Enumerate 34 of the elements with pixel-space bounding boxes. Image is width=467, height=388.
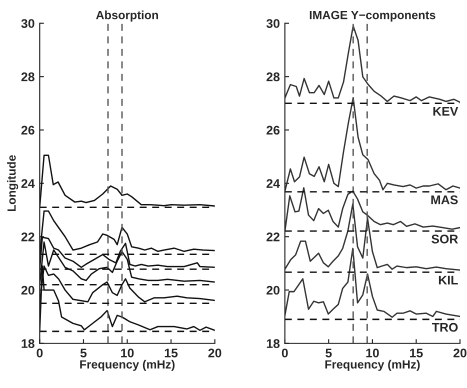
y-tick-label: 26 <box>21 126 34 135</box>
y-tick-label: 18 <box>22 339 34 348</box>
ref-line-label: KEV <box>433 106 458 116</box>
ref-line-label: KIL <box>438 276 458 284</box>
y-tick-label: 28 <box>21 72 34 82</box>
y-tick-label: 18 <box>266 339 280 348</box>
y-tick-label: 24 <box>266 179 280 188</box>
y-tick-label: 22 <box>21 232 34 242</box>
x-tick-label: 0 <box>36 348 43 358</box>
ref-line-label: TRO <box>432 322 458 332</box>
chart-title: IMAGE Y−components <box>310 10 436 22</box>
x-tick-label: 10 <box>121 348 134 358</box>
x-tick-label: 20 <box>453 348 466 358</box>
y-axis-title: Longitude <box>7 155 18 212</box>
y-tick-label: 30 <box>21 19 34 28</box>
x-tick-label: 5 <box>80 348 87 358</box>
x-tick-label: 5 <box>326 348 332 358</box>
y-tick-label: 22 <box>266 232 280 242</box>
y-tick-label: 26 <box>266 126 280 135</box>
y-tick-label: 24 <box>21 179 35 188</box>
x-tick-label: 20 <box>208 348 222 358</box>
x-axis-title: Frequency (mHz) <box>80 360 175 371</box>
chart-title: Absorption <box>96 10 158 22</box>
x-tick-label: 0 <box>282 348 288 358</box>
x-tick-label: 10 <box>366 348 379 358</box>
ref-line-label: MAS <box>431 195 458 204</box>
x-axis-title: Frequency (mHz) <box>325 360 420 371</box>
y-tick-label: 28 <box>266 72 280 82</box>
y-tick-label: 20 <box>266 286 280 295</box>
x-tick-label: 15 <box>410 348 423 358</box>
y-tick-label: 20 <box>21 286 34 295</box>
y-tick-label: 30 <box>266 19 280 28</box>
x-tick-label: 15 <box>164 348 178 358</box>
ref-line-label: SOR <box>432 234 458 244</box>
